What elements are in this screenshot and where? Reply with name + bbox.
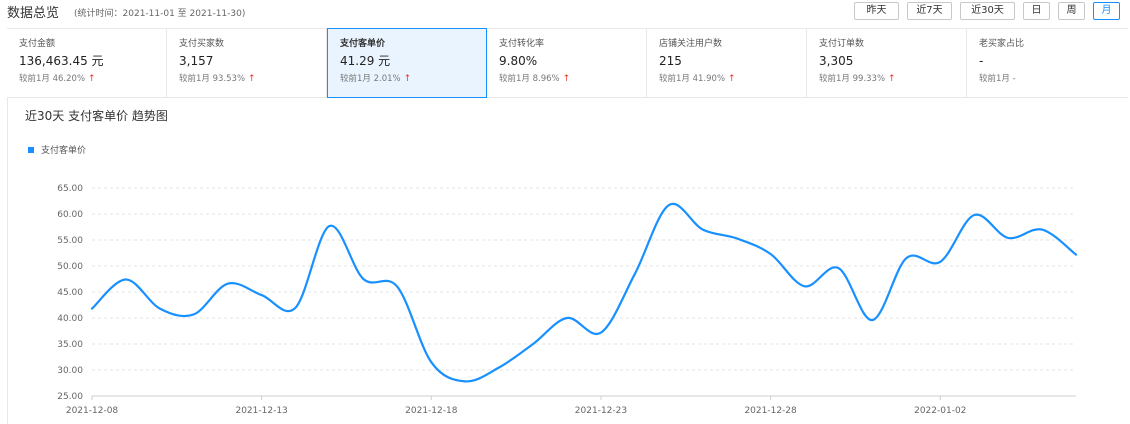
metric-label: 支付转化率 <box>499 39 545 49</box>
y-tick-label: 30.00 <box>57 366 83 376</box>
metric-compare-text: 较前1月 8.96% <box>499 74 560 84</box>
chart-title: 近30天 支付客单价 趋势图 <box>25 109 168 123</box>
metric-compare: 较前1月 41.90% ↑ <box>659 73 806 85</box>
range-button-group: 昨天 近7天 近30天 日 周 月 <box>846 2 1120 20</box>
x-tick-label: 2021-12-08 <box>66 406 119 416</box>
trend-up-icon: ↑ <box>88 74 96 84</box>
metric-value: 136,463.45 元 <box>19 54 104 68</box>
legend-swatch <box>28 146 34 153</box>
metric-compare-text: 较前1月 41.90% <box>659 74 726 84</box>
metric-card-paid-orders[interactable]: 支付订单数 3,305 较前1月 99.33% ↑ <box>807 29 967 98</box>
metric-card-store-followers[interactable]: 店铺关注用户数 215 较前1月 41.90% ↑ <box>647 29 807 98</box>
legend-label: 支付客单价 <box>41 146 87 156</box>
metric-label: 老买家占比 <box>979 39 1025 49</box>
series-line <box>90 202 1078 383</box>
y-tick-label: 55.00 <box>57 236 83 246</box>
metric-value: 215 <box>659 54 682 68</box>
x-tick-label: 2021-12-13 <box>235 406 287 416</box>
y-tick-label: 40.00 <box>57 314 83 324</box>
x-tick-label: 2022-01-02 <box>914 406 966 416</box>
x-tick-label: 2021-12-18 <box>405 406 458 416</box>
metric-label: 支付订单数 <box>819 39 865 49</box>
trend-up-icon: ↑ <box>248 74 256 84</box>
metric-compare: 较前1月 46.20% ↑ <box>19 73 166 85</box>
range-button-month[interactable]: 月 <box>1093 2 1120 20</box>
metric-value: 3,157 <box>179 54 214 68</box>
stat-period: (统计时间：2021-11-01 至 2021-11-30) <box>74 9 246 19</box>
trend-up-icon: ↑ <box>403 74 412 84</box>
metric-compare: 较前1月 2.01% ↑ <box>340 73 486 85</box>
metric-value: - <box>979 54 984 68</box>
metric-value: 41.29 元 <box>340 54 391 68</box>
range-button-yesterday[interactable]: 昨天 <box>854 2 899 20</box>
overview-header: 数据总览 (统计时间：2021-11-01 至 2021-11-30) 昨天 近… <box>0 0 1130 26</box>
x-tick-label: 2021-12-23 <box>575 406 627 416</box>
metric-compare-text: 较前1月 93.53% <box>179 74 246 84</box>
range-button-30-days[interactable]: 近30天 <box>960 2 1015 20</box>
metric-compare: 较前1月 99.33% ↑ <box>819 73 966 85</box>
metric-card-returning-buyer-ratio[interactable]: 老买家占比 - 较前1月 - <box>967 29 1127 98</box>
metric-value: 3,305 <box>819 54 854 68</box>
y-tick-label: 50.00 <box>57 262 83 272</box>
range-button-7-days[interactable]: 近7天 <box>907 2 952 20</box>
trend-up-icon: ↑ <box>562 74 571 84</box>
x-tick-label: 2021-12-28 <box>744 406 797 416</box>
y-tick-label: 45.00 <box>57 288 83 298</box>
page-title: 数据总览 <box>7 6 60 21</box>
y-tick-label: 60.00 <box>57 210 83 220</box>
metric-compare-text: 较前1月 46.20% <box>19 74 86 84</box>
range-button-week[interactable]: 周 <box>1058 2 1085 20</box>
metric-label: 支付客单价 <box>340 39 386 49</box>
y-tick-label: 35.00 <box>57 340 83 350</box>
metric-value: 9.80% <box>499 54 538 68</box>
trend-up-icon: ↑ <box>728 74 736 84</box>
metric-compare-text: 较前1月 - <box>979 74 1016 84</box>
metric-compare: 较前1月 8.96% ↑ <box>499 73 646 85</box>
metric-compare-text: 较前1月 2.01% <box>340 74 401 84</box>
metric-label: 支付买家数 <box>179 39 225 49</box>
metric-card-payment-amount[interactable]: 支付金额 136,463.45 元 较前1月 46.20% ↑ <box>7 29 167 98</box>
panel-border <box>7 98 8 424</box>
metric-card-conversion-rate[interactable]: 支付转化率 9.80% 较前1月 8.96% ↑ <box>487 29 647 98</box>
metric-compare-text: 较前1月 99.33% <box>819 74 886 84</box>
metric-cards: 支付金额 136,463.45 元 较前1月 46.20% ↑ 支付买家数 3,1… <box>7 28 1128 98</box>
metric-card-avg-order-value[interactable]: 支付客单价 41.29 元 较前1月 2.01% ↑ <box>327 28 487 98</box>
y-tick-label: 25.00 <box>57 392 83 402</box>
metric-card-paying-buyers[interactable]: 支付买家数 3,157 较前1月 93.53% ↑ <box>167 29 327 98</box>
chart-legend[interactable]: 支付客单价 <box>28 143 86 156</box>
metric-label: 店铺关注用户数 <box>659 39 723 49</box>
metric-compare: 较前1月 93.53% ↑ <box>179 73 326 85</box>
y-tick-label: 65.00 <box>57 184 83 194</box>
metric-compare: 较前1月 - <box>979 73 1127 85</box>
range-button-day[interactable]: 日 <box>1023 2 1050 20</box>
metric-label: 支付金额 <box>19 39 56 49</box>
trend-up-icon: ↑ <box>888 74 896 84</box>
